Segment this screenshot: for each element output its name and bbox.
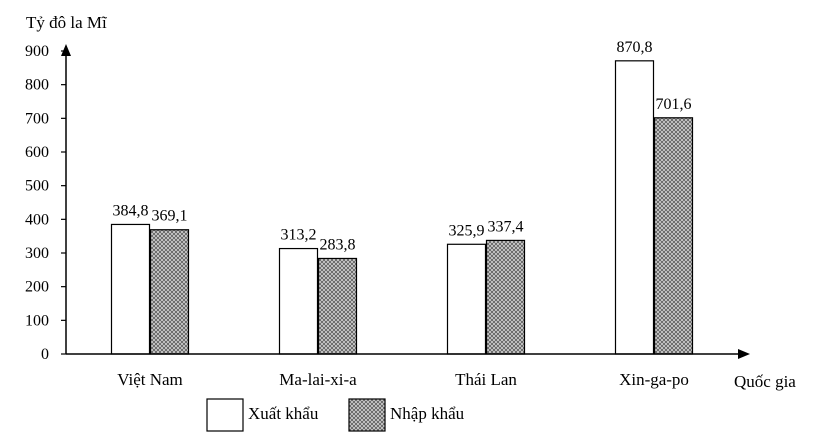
bar-value-label: 384,8 (113, 202, 149, 219)
bar-value-label: 283,8 (320, 236, 356, 253)
y-tick-label: 0 (41, 346, 49, 363)
y-tick-label: 800 (25, 77, 49, 94)
bar-value-label: 337,4 (488, 218, 524, 235)
y-tick-label: 100 (25, 312, 49, 329)
legend-label-import: Nhập khẩu (390, 404, 465, 423)
y-tick-label: 400 (25, 211, 49, 228)
bar (317, 257, 358, 355)
legend: Xuất khẩu Nhập khẩu (206, 398, 465, 432)
y-axis-ticks: 0 100 200 300 400 500 600 700 800 900 (25, 43, 66, 363)
y-tick-label: 300 (25, 245, 49, 262)
bar (278, 247, 319, 355)
x-axis-category-labels: Việt Nam Ma-lai-xi-a Thái Lan Xin-ga-po (117, 370, 689, 389)
bar (614, 60, 655, 355)
bar (653, 117, 694, 355)
bar (149, 229, 190, 355)
legend-swatch-export (206, 398, 244, 432)
bar-value-label: 325,9 (449, 222, 485, 239)
bar (446, 243, 487, 355)
bar-value-label: 369,1 (152, 208, 188, 225)
bar-value-label: 870,8 (617, 39, 653, 56)
bar (485, 239, 526, 355)
legend-swatch-import (348, 398, 386, 432)
x-axis-title: Quốc gia (734, 372, 796, 391)
bars (110, 60, 694, 355)
y-tick-label: 600 (25, 144, 49, 161)
y-axis-title: Tỷ đô la Mĩ (26, 13, 108, 32)
x-category-label: Thái Lan (455, 370, 517, 389)
y-axis-arrow (61, 44, 71, 56)
y-tick-label: 200 (25, 279, 49, 296)
x-category-label: Xin-ga-po (619, 370, 689, 389)
y-tick-label: 500 (25, 178, 49, 195)
bar (110, 223, 151, 355)
x-category-label: Việt Nam (117, 370, 183, 389)
x-category-label: Ma-lai-xi-a (279, 370, 357, 389)
x-axis-arrow (738, 349, 750, 359)
bar-value-label: 313,2 (281, 227, 317, 244)
legend-label-export: Xuất khẩu (248, 404, 319, 423)
y-tick-label: 700 (25, 110, 49, 127)
y-tick-label: 900 (25, 43, 49, 60)
bar-value-label: 701,6 (656, 96, 692, 113)
